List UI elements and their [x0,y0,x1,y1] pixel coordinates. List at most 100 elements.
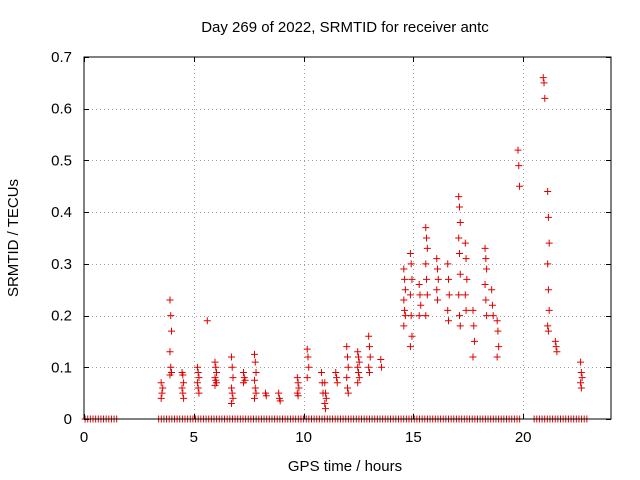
data-point [455,250,463,258]
data-point [167,363,175,371]
data-point [166,296,174,304]
data-point [434,265,442,273]
data-point [166,371,174,379]
data-point [551,337,559,345]
data-point [400,265,408,273]
data-point [456,270,464,278]
x-tick-label: 10 [295,429,312,446]
data-point [544,327,552,335]
data-point [354,368,362,376]
data-point [354,348,362,356]
data-point [275,389,283,397]
data-point [416,291,424,299]
data-point [355,358,363,366]
x-tick-label: 20 [515,429,532,446]
data-point [577,379,585,387]
data-point [321,399,329,407]
data-point [194,368,202,376]
data-point [461,291,469,299]
data-point [354,353,362,361]
y-tick-label: 0.2 [51,308,72,325]
data-point [577,384,585,392]
data-point [179,371,187,379]
data-point [195,389,203,397]
y-tick-label: 0.7 [51,49,72,66]
data-point [539,74,547,82]
data-point [354,363,362,371]
data-point [415,281,423,289]
y-axis-label: SRMTID / TECUs [5,179,22,297]
data-point [481,281,489,289]
data-point [251,394,259,402]
data-point [322,394,330,402]
data-point [344,353,351,361]
data-point [471,337,479,345]
data-point [344,384,351,392]
data-point [211,381,219,389]
data-points [81,74,591,423]
data-point [179,389,187,397]
data-point [227,384,235,392]
data-point [455,193,463,201]
x-tick-label: 15 [405,429,422,446]
data-point [276,397,284,405]
y-tick-label: 0.4 [51,204,72,221]
data-point [423,275,431,283]
data-point [365,332,373,340]
tick-labels: 0 5 10 15 20 0 0.1 0.2 0.3 0.4 0.5 0.6 0.7 [51,49,531,446]
data-point [262,392,270,400]
data-point [578,374,586,382]
data-point [423,244,431,252]
data-point [168,327,176,335]
data-point [212,363,220,371]
data-point [213,368,221,376]
chart-title: Day 269 of 2022, SRMTID for receiver ant… [201,19,489,36]
data-point [445,291,453,299]
y-tick-label: 0 [64,411,72,428]
data-point [444,306,452,314]
data-point [406,250,414,258]
data-point [377,356,385,364]
data-point [227,353,235,361]
y-tick-label: 0.1 [51,359,72,376]
data-point [333,374,341,382]
y-tick-label: 0.3 [51,256,72,273]
data-point [294,379,302,387]
data-point [469,353,477,361]
data-point [321,379,329,387]
data-point [400,296,408,304]
data-point [422,260,430,268]
data-point [422,312,430,320]
data-point [211,358,219,366]
data-point [194,384,202,392]
data-point [469,306,477,314]
data-point [294,392,302,400]
data-point [407,260,415,268]
data-point [355,374,363,382]
data-point [251,384,259,392]
data-point [167,312,175,320]
data-point [252,389,260,397]
data-point [343,374,351,382]
data-point [354,379,362,387]
x-axis-label: GPS time / hours [288,458,402,475]
data-point [229,394,237,402]
data-point [240,379,248,387]
data-point [445,317,453,325]
data-point [408,275,416,283]
data-point [494,327,502,335]
data-point [470,322,478,330]
data-point [483,312,491,320]
y-tick-label: 0.6 [51,101,72,118]
data-point [456,322,464,330]
data-point [180,379,188,387]
data-point [444,260,452,268]
data-point [415,312,423,320]
data-point [332,368,340,376]
data-point [434,296,442,304]
data-point [455,234,463,242]
data-point [544,286,552,294]
data-point [461,239,469,247]
data-point [305,363,313,371]
